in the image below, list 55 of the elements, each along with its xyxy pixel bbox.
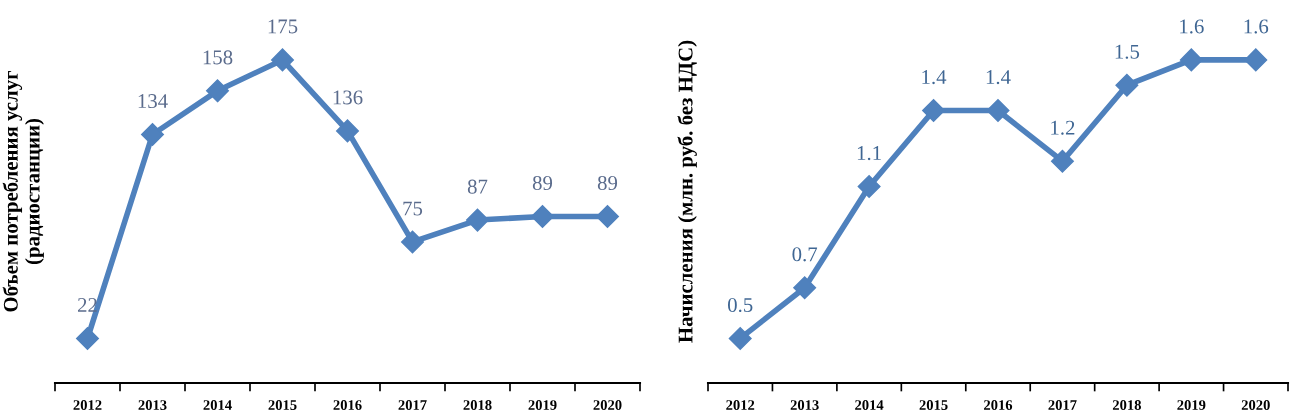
data-label: 1.6	[1244, 19, 1269, 34]
point	[401, 230, 424, 254]
y-axis-title: Объем потребления услуг (радиостанции)	[2, 70, 44, 312]
data-label: 1.5	[1115, 44, 1140, 59]
x-tick-label: 2020	[1241, 400, 1270, 410]
x-tick-label: 2014	[855, 400, 884, 410]
data-label: 89	[597, 175, 618, 190]
point	[531, 204, 554, 228]
data-label: 1.6	[1180, 19, 1204, 34]
x-tick-label: 2019	[1177, 400, 1206, 410]
point	[271, 48, 294, 72]
data-label: 0.5	[728, 297, 753, 313]
point	[596, 204, 619, 228]
x-tick-label: 2015	[919, 400, 948, 410]
data-label: 89	[532, 175, 553, 190]
point	[1244, 48, 1268, 72]
x-tick-label: 2018	[1112, 400, 1141, 410]
point	[141, 123, 164, 147]
x-tick-label: 2017	[398, 400, 427, 410]
point	[793, 276, 817, 300]
x-tick-label: 2013	[790, 400, 819, 410]
x-tick-label: 2017	[1048, 400, 1077, 410]
point	[986, 99, 1010, 123]
x-tick-label: 2014	[203, 400, 232, 410]
data-label: 136	[333, 90, 363, 105]
x-tick-label: 2016	[333, 400, 362, 410]
point	[76, 326, 99, 350]
data-label: 1.4	[986, 70, 1011, 85]
data-label: 75	[403, 201, 423, 216]
y-axis-title: Начисления (млн. руб. без НДС)	[677, 40, 697, 343]
point	[1179, 48, 1203, 72]
x-tick-label: 2019	[528, 400, 557, 410]
point	[466, 208, 489, 232]
x-tick-label: 2012	[726, 400, 755, 410]
data-label: 134	[138, 94, 168, 109]
point	[206, 79, 229, 103]
x-tick-label: 2020	[593, 400, 622, 410]
data-label: 0.7	[792, 247, 818, 262]
point	[728, 326, 752, 350]
x-tick-label: 2018	[463, 400, 492, 410]
data-label: 175	[268, 19, 298, 34]
x-tick-label: 2015	[268, 400, 297, 410]
point	[1115, 73, 1139, 97]
data-label: 1.1	[857, 146, 881, 161]
data-label: 1.4	[922, 70, 947, 85]
data-label: 87	[467, 179, 488, 194]
x-tick-label: 2012	[73, 400, 102, 410]
point	[336, 119, 359, 143]
data-label: 1.2	[1051, 120, 1075, 135]
point	[1050, 149, 1074, 173]
x-tick-label: 2013	[138, 400, 167, 410]
point	[857, 175, 881, 198]
point	[922, 99, 946, 123]
x-tick-label: 2016	[984, 400, 1013, 410]
data-label: 158	[203, 50, 233, 65]
